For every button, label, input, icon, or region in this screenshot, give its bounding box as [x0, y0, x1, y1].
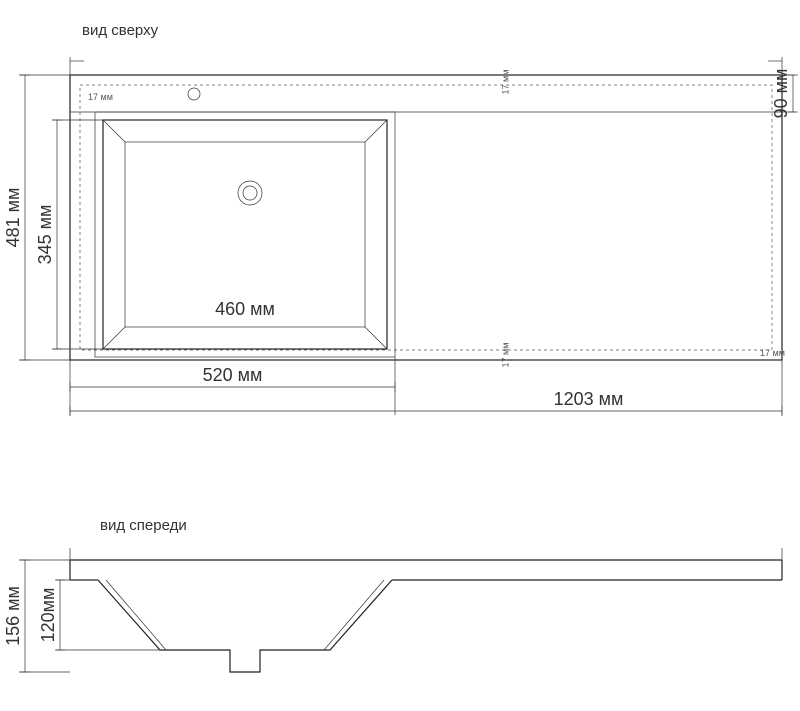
technical-drawing: вид сверху 460 мм 520 мм 1203 мм 481 мм 345 м… — [0, 0, 800, 711]
svg-text:17 мм: 17 мм — [500, 70, 510, 95]
svg-text:1203 мм: 1203 мм — [554, 389, 624, 409]
dim-total-width — [424, 403, 428, 407]
svg-text:90 мм: 90 мм — [771, 69, 791, 119]
svg-text:460 мм: 460 мм — [215, 299, 275, 319]
svg-text:17 мм: 17 мм — [760, 348, 785, 358]
svg-text:120мм: 120мм — [38, 588, 58, 643]
svg-text:17 мм: 17 мм — [88, 92, 113, 102]
svg-text:вид спереди: вид спереди — [100, 517, 187, 534]
faucet-hole — [192, 92, 196, 96]
svg-text:вид сверху: вид сверху — [82, 22, 159, 39]
svg-text:17 мм: 17 мм — [500, 343, 510, 368]
svg-text:156 мм: 156 мм — [3, 586, 23, 646]
drain-hole — [248, 191, 252, 195]
top-view-outline — [68, 73, 72, 77]
svg-text:481 мм: 481 мм — [3, 188, 23, 248]
dim-total-height — [23, 216, 27, 220]
front-view-outline — [68, 558, 72, 562]
svg-text:520 мм: 520 мм — [203, 365, 263, 385]
basin-top-view — [101, 118, 105, 122]
svg-text:345 мм: 345 мм — [35, 205, 55, 265]
